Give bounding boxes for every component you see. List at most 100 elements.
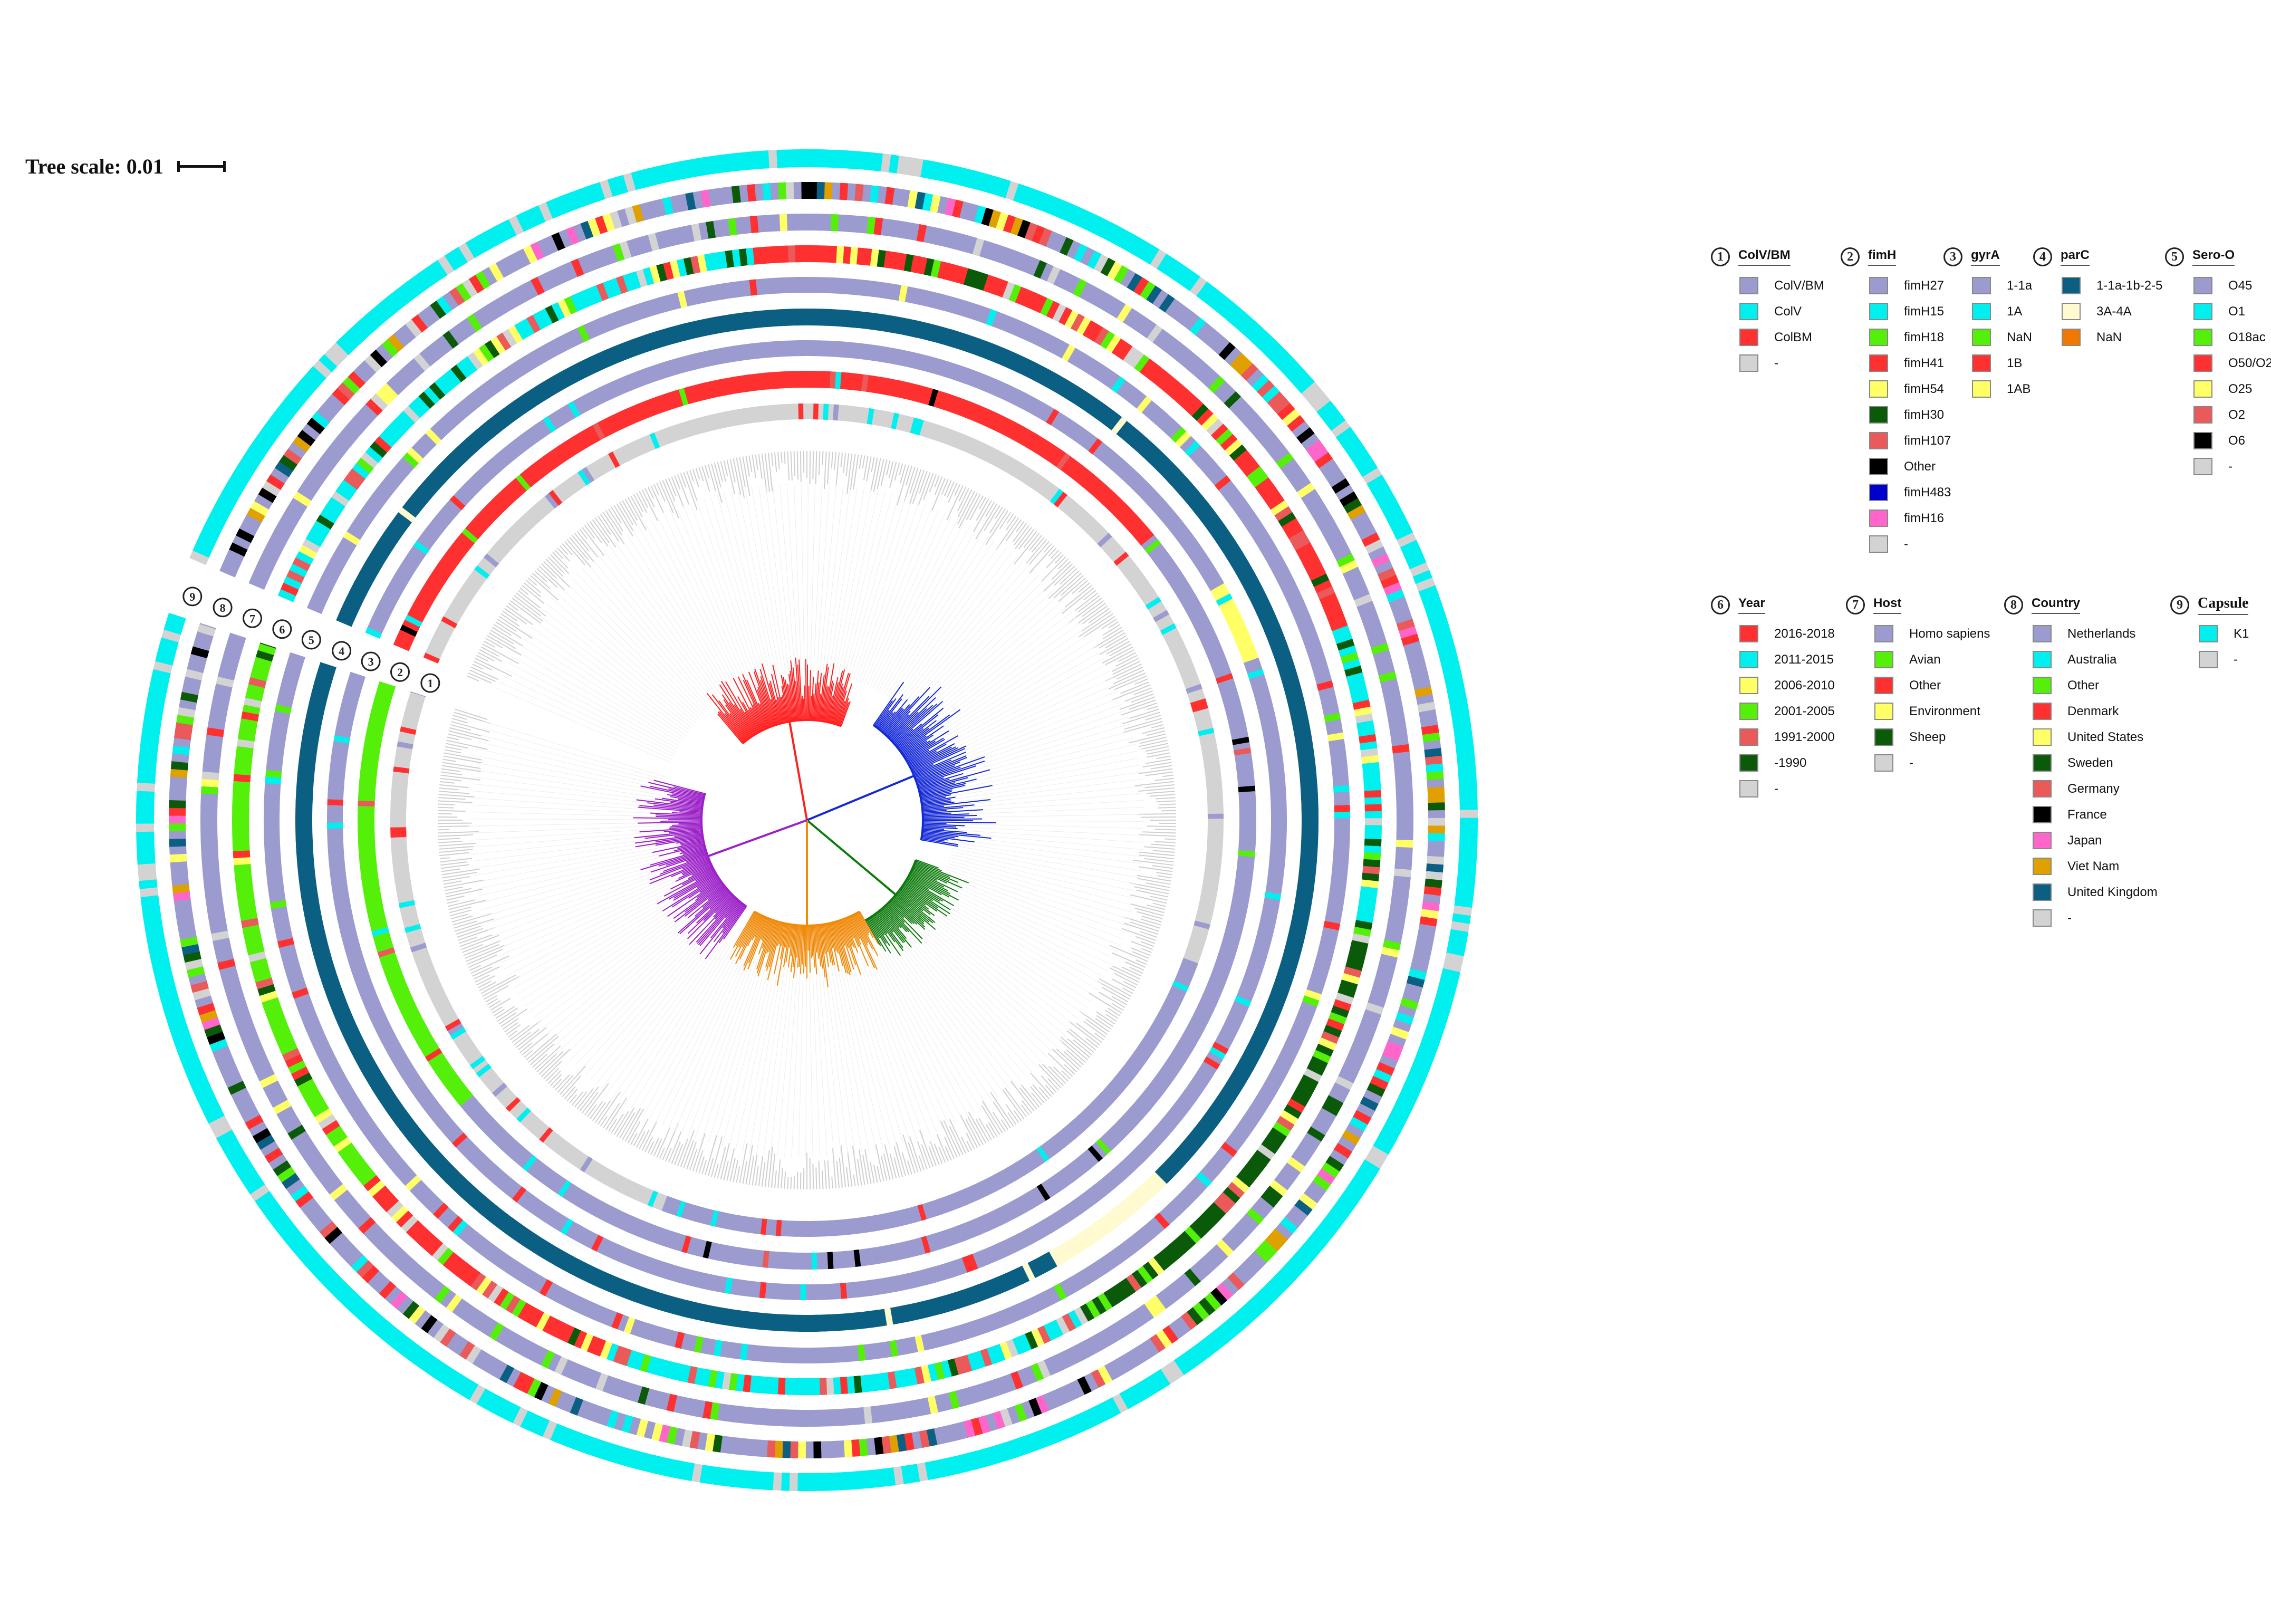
ring-host-segment <box>809 214 817 231</box>
ring-host-segment <box>200 822 218 831</box>
ring-colv-bm-segment <box>985 1176 998 1194</box>
ring-year-segment <box>960 1354 973 1373</box>
ring-host-segment <box>567 1361 582 1381</box>
ring-host-segment <box>278 516 297 532</box>
ring-parc-segment <box>533 1238 548 1256</box>
ring-parc-segment <box>833 309 841 327</box>
ring-gyra-segment <box>588 390 601 407</box>
ring-colv-bm-segment <box>707 414 717 431</box>
ring-country-segment <box>332 387 350 406</box>
ring-sero-o-segment <box>875 1342 886 1359</box>
ring-gyra-segment <box>776 1283 784 1300</box>
bar-ring-mark <box>835 452 840 486</box>
bar-ring-mark <box>787 451 790 481</box>
ring-host-segment <box>217 668 236 681</box>
ring-fimh-segment <box>792 371 798 388</box>
ring-host-segment <box>301 478 320 495</box>
ring-gyra-segment <box>489 1168 505 1184</box>
ring-sero-o-segment <box>502 366 517 383</box>
ring-year-segment <box>538 307 554 327</box>
ring-gyra-segment <box>343 939 360 950</box>
ring-fimh-segment <box>415 594 433 609</box>
ring-host-segment <box>257 555 277 570</box>
ring-sero-o-segment <box>553 336 567 354</box>
ring-sero-o-segment <box>936 293 948 311</box>
bar-ring-mark <box>985 502 995 517</box>
ring-gyra-segment <box>415 1088 432 1102</box>
ring-parc-segment <box>960 1288 972 1307</box>
ring-parc-segment <box>1232 1066 1250 1081</box>
ring-parc-segment <box>823 1314 831 1332</box>
ring-year-segment <box>825 1377 834 1395</box>
ring-year-segment <box>268 1015 287 1029</box>
ring-colv-bm-segment <box>685 1203 695 1221</box>
ring-host-segment <box>231 1006 251 1020</box>
ring-colv-bm-segment <box>407 696 425 707</box>
ring-country-segment <box>405 319 423 338</box>
ring-gyra-segment <box>599 385 612 402</box>
ring-sero-o-segment <box>407 447 424 464</box>
ring-colv-bm-segment <box>1129 571 1145 586</box>
ring-gyra-segment <box>1150 497 1167 513</box>
ring-host-segment <box>640 234 653 253</box>
ring-fimh-segment <box>925 1234 936 1253</box>
ring-gyra-segment <box>378 1030 396 1043</box>
ring-gyra-segment <box>1124 1154 1141 1170</box>
bar-ring-mark <box>1054 554 1064 564</box>
bar-ring-mark <box>1152 902 1166 907</box>
ring-parc-segment <box>482 1203 498 1221</box>
ring-host-segment <box>241 1033 261 1048</box>
ring-sero-o-segment <box>1075 1270 1090 1288</box>
ring-fimh-segment <box>710 380 720 398</box>
ring-colv-bm-segment <box>1009 460 1022 477</box>
ring-parc-segment <box>389 1105 407 1121</box>
ring-year-segment <box>1338 645 1357 658</box>
ring-fimh-segment <box>1160 561 1178 576</box>
ring-host-segment <box>531 276 546 295</box>
bar-ring-mark <box>1131 947 1151 956</box>
ring-year-segment <box>566 1327 581 1346</box>
ring-host-segment <box>463 1306 480 1325</box>
ring-gyra-segment <box>343 689 361 699</box>
bar-ring-mark <box>1140 918 1161 926</box>
ring-year-segment <box>279 1041 298 1055</box>
ring-colv-bm-segment <box>1095 1094 1111 1110</box>
ring-colv-bm-segment <box>1207 793 1223 800</box>
ring-sero-o-segment <box>1193 450 1210 467</box>
bar-ring-mark <box>1140 816 1176 818</box>
bar-ring-mark <box>979 497 987 509</box>
bar-ring-mark <box>1108 672 1146 690</box>
ring-sero-o-segment <box>336 542 354 556</box>
ring-parc-segment <box>424 1148 441 1165</box>
ring-parc-segment <box>367 553 386 568</box>
ring-sero-o-segment <box>381 477 398 493</box>
ring-gyra-segment <box>1043 1216 1057 1234</box>
ring-sero-o-segment <box>1084 358 1099 376</box>
ring-gyra-segment <box>1167 1108 1184 1123</box>
ring-gyra-segment <box>1053 1210 1067 1227</box>
ring-host-segment <box>1291 1150 1310 1167</box>
ring-gyra-segment <box>607 1242 619 1259</box>
bar-ring-mark <box>1048 547 1057 557</box>
bar-ring-mark <box>905 466 912 486</box>
ring-host-segment <box>1262 435 1281 453</box>
ring-fimh-segment <box>660 1228 671 1247</box>
ring-parc-segment <box>1008 352 1022 371</box>
ring-host-segment <box>498 294 514 313</box>
ring-host-segment <box>318 454 337 472</box>
ring-colv-bm-segment <box>649 432 661 449</box>
ring-capsule-segment <box>805 1473 814 1491</box>
ring-country-segment <box>254 493 273 510</box>
ring-sero-o-segment <box>1306 983 1324 995</box>
ring-year-segment <box>1312 1050 1331 1064</box>
ring-fimh-segment <box>789 1252 796 1270</box>
ring-colv-bm-segment <box>675 1200 686 1218</box>
ring-gyra-segment <box>1222 1021 1239 1034</box>
ring-host-segment <box>1098 293 1114 312</box>
ring-colv-bm-segment <box>1121 1064 1137 1079</box>
ring-gyra-segment <box>1108 1169 1123 1186</box>
ring-gyra-segment <box>1240 979 1258 992</box>
ring-parc-segment <box>1301 842 1319 851</box>
ring-year-segment <box>502 328 518 347</box>
